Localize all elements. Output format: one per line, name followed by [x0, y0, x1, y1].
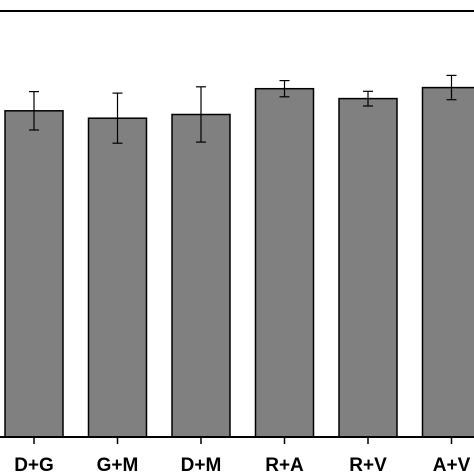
bar-r-v	[338, 97, 398, 438]
bars-group	[4, 86, 474, 438]
error-bar-g-m	[112, 92, 123, 144]
x-tick-label-g-m: G+M	[97, 455, 139, 474]
x-tick-label-r-v: R+V	[349, 455, 387, 474]
error-bars-group	[29, 74, 457, 144]
x-tick-label-a-v: A+V	[433, 455, 471, 474]
bar-d-m	[171, 113, 231, 438]
error-bar-d-g	[29, 90, 39, 131]
error-bar-r-v	[363, 90, 373, 107]
bar-d-g	[4, 110, 64, 438]
x-tick-label-d-m: D+M	[181, 455, 222, 474]
error-bar-d-m	[196, 86, 206, 143]
error-bar-a-v	[446, 74, 457, 101]
error-bar-r-a	[279, 79, 290, 98]
bar-a-v	[421, 86, 474, 438]
x-ticks-group	[33, 437, 453, 444]
x-tick-labels-group: D+G G+M D+M R+A R+V A+V	[14, 455, 470, 474]
bar-r-a	[254, 87, 315, 438]
x-tick-label-r-a: R+A	[265, 455, 304, 474]
bar-g-m	[87, 117, 148, 438]
x-tick-label-d-g: D+G	[14, 455, 54, 474]
